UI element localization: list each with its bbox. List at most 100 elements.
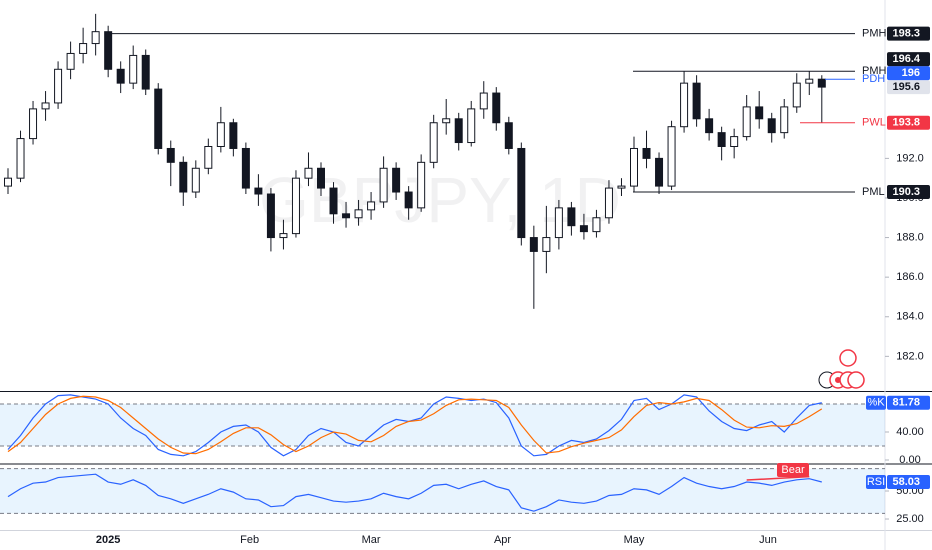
level-badge-bg bbox=[887, 66, 930, 81]
candle-body bbox=[204, 145, 213, 169]
indicator-badge-value-bg bbox=[887, 475, 930, 490]
candle-body bbox=[604, 187, 613, 219]
indicator-badge-name-bg bbox=[866, 395, 886, 410]
level-badge: 190.3 bbox=[892, 186, 920, 198]
candle-body bbox=[780, 106, 789, 134]
candle-body bbox=[379, 167, 388, 203]
y-tick-label: 186.0 bbox=[896, 271, 924, 283]
candle-body bbox=[617, 185, 626, 189]
level-badge: 193.8 bbox=[892, 117, 920, 129]
candle-body bbox=[655, 157, 664, 187]
candle-body bbox=[254, 187, 263, 195]
level-label: PMH bbox=[862, 28, 887, 40]
candle-body bbox=[66, 52, 75, 70]
x-tick-label: May bbox=[624, 534, 645, 546]
candle-body bbox=[116, 68, 125, 84]
candle-body bbox=[179, 161, 188, 193]
candle-body bbox=[442, 118, 451, 124]
x-tick-label: 2025 bbox=[96, 534, 120, 546]
candle-body bbox=[479, 92, 488, 110]
candle-body bbox=[567, 207, 576, 227]
candle-body bbox=[54, 68, 63, 104]
candle-body bbox=[4, 177, 12, 187]
level-badge: 196 bbox=[902, 67, 920, 79]
candle-body bbox=[304, 167, 313, 179]
candle-body bbox=[492, 92, 501, 124]
x-tick-label: Mar bbox=[362, 534, 381, 546]
candle-body bbox=[705, 118, 714, 134]
last-price-badge: 195.6 bbox=[892, 81, 920, 93]
candle-body bbox=[104, 31, 113, 70]
candle-body bbox=[542, 237, 551, 252]
candle-body bbox=[41, 102, 50, 110]
indicator-badge-value-bg bbox=[887, 395, 930, 410]
x-tick-label: Apr bbox=[494, 534, 511, 546]
candle-body bbox=[467, 108, 476, 144]
level-badge-bg bbox=[887, 115, 930, 130]
candle-body bbox=[529, 237, 538, 252]
candle-body bbox=[317, 167, 325, 189]
indicator-badge-name: %K bbox=[867, 397, 885, 409]
candle-body bbox=[354, 209, 363, 219]
candle-body bbox=[29, 108, 38, 140]
band-fill bbox=[0, 403, 885, 446]
candle-body bbox=[191, 167, 200, 193]
candle-body bbox=[667, 126, 676, 187]
candle-body bbox=[266, 193, 275, 239]
candle-body bbox=[592, 217, 601, 233]
candle-body bbox=[742, 106, 751, 138]
candle-body bbox=[129, 54, 138, 84]
level-badge: 196.4 bbox=[892, 53, 920, 65]
candle-body bbox=[517, 147, 526, 239]
x-tick-label: Jun bbox=[759, 534, 777, 546]
candle-body bbox=[329, 187, 338, 215]
candle-body bbox=[154, 88, 163, 149]
candle-body bbox=[241, 147, 250, 189]
candle-body bbox=[454, 118, 463, 144]
candle-body bbox=[579, 225, 588, 233]
candle-body bbox=[91, 31, 100, 45]
level-label: PDH bbox=[862, 73, 885, 85]
candle-body bbox=[16, 138, 25, 179]
level-badge-bg bbox=[887, 185, 930, 200]
candle-body bbox=[504, 122, 513, 149]
candle-body bbox=[404, 191, 413, 209]
y-tick-label: 192.0 bbox=[896, 152, 924, 164]
candle-body bbox=[216, 122, 225, 147]
indicator-badge-value: 58.03 bbox=[892, 476, 920, 488]
y-tick-label: 40.00 bbox=[896, 426, 924, 438]
y-tick-label: 184.0 bbox=[896, 311, 924, 323]
candle-body bbox=[291, 177, 300, 235]
last-price-badge-bg bbox=[887, 80, 930, 95]
candle-body bbox=[417, 161, 426, 209]
candle-body bbox=[817, 78, 826, 88]
indicator-line bbox=[7, 394, 822, 457]
candle-body bbox=[229, 122, 238, 149]
candle-body bbox=[792, 82, 801, 108]
y-tick-label: 25.00 bbox=[896, 513, 924, 525]
indicator-badge-value: 81.78 bbox=[892, 397, 920, 409]
watermark: GBPJPY, 1D bbox=[259, 164, 621, 236]
y-tick-label: 182.0 bbox=[896, 350, 924, 362]
candle-body bbox=[717, 132, 726, 147]
candle-body bbox=[554, 207, 563, 239]
indicator-icons bbox=[818, 349, 865, 389]
y-tick-label: 0.00 bbox=[899, 454, 920, 466]
indicator-badge-name-bg bbox=[866, 475, 886, 490]
candle-body bbox=[367, 201, 376, 211]
candle-body bbox=[755, 106, 764, 120]
candle-body bbox=[680, 82, 689, 128]
level-label: PMH bbox=[862, 65, 887, 77]
x-tick-label: Feb bbox=[240, 534, 259, 546]
candle-body bbox=[805, 78, 814, 84]
candle-body bbox=[642, 147, 651, 159]
level-badge-bg bbox=[887, 26, 930, 41]
candle-body bbox=[79, 43, 88, 54]
candle-body bbox=[342, 213, 351, 219]
candle-body bbox=[166, 147, 175, 163]
candle-body bbox=[279, 233, 288, 239]
indicator-line bbox=[7, 473, 822, 512]
candle-body bbox=[767, 118, 776, 134]
indicator-line bbox=[7, 395, 823, 455]
